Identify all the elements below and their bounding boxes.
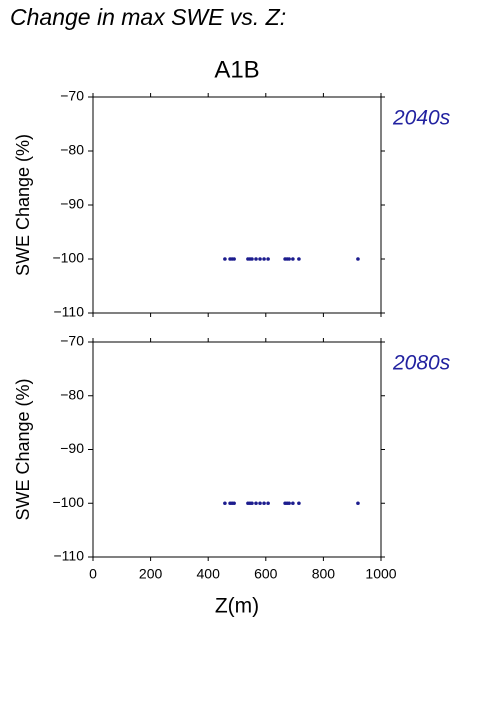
y-tick-label: −100	[52, 250, 84, 266]
x-tick-label: 600	[254, 566, 278, 582]
y-tick-label: −90	[60, 440, 84, 456]
plot-frame	[92, 96, 382, 314]
plot-frame	[92, 341, 382, 558]
page-title: Change in max SWE vs. Z:	[10, 4, 286, 30]
point	[258, 257, 262, 261]
scenario-label: 2080s	[392, 352, 451, 375]
point	[291, 501, 295, 506]
y-tick-label: −70	[60, 333, 84, 349]
point	[223, 257, 227, 261]
x-tick-label: 0	[89, 566, 97, 582]
point	[254, 501, 258, 506]
point	[297, 501, 301, 506]
x-tick-label: 200	[139, 566, 163, 582]
point	[266, 501, 270, 506]
y-tick-label: −80	[60, 142, 84, 158]
point	[287, 257, 291, 261]
point	[287, 501, 291, 506]
x-tick-label: 400	[197, 566, 221, 582]
y-tick-label: −110	[54, 304, 85, 320]
x-axis-label: Z(m)	[215, 595, 259, 618]
y-axis-label: SWE Change (%)	[13, 134, 33, 276]
point	[258, 501, 262, 506]
scenario-label: 2040s	[392, 107, 451, 130]
point	[291, 257, 295, 261]
x-tick-label: 1000	[365, 566, 396, 582]
y-tick-label: −80	[60, 386, 84, 402]
point	[232, 501, 236, 506]
point	[266, 257, 270, 261]
panel-title: A1B	[214, 56, 259, 83]
point	[297, 257, 301, 261]
y-axis-label: SWE Change (%)	[13, 378, 33, 520]
point	[356, 257, 360, 261]
point	[223, 501, 227, 506]
y-tick-label: −110	[54, 548, 85, 564]
point	[254, 257, 258, 261]
point	[356, 501, 360, 506]
point	[250, 257, 254, 261]
point	[250, 501, 254, 506]
y-tick-label: −100	[52, 494, 84, 510]
point	[262, 257, 266, 261]
y-tick-label: −90	[60, 196, 84, 212]
x-tick-label: 800	[312, 566, 336, 582]
point	[232, 257, 236, 261]
point	[262, 501, 266, 506]
y-tick-label: −70	[60, 88, 84, 104]
